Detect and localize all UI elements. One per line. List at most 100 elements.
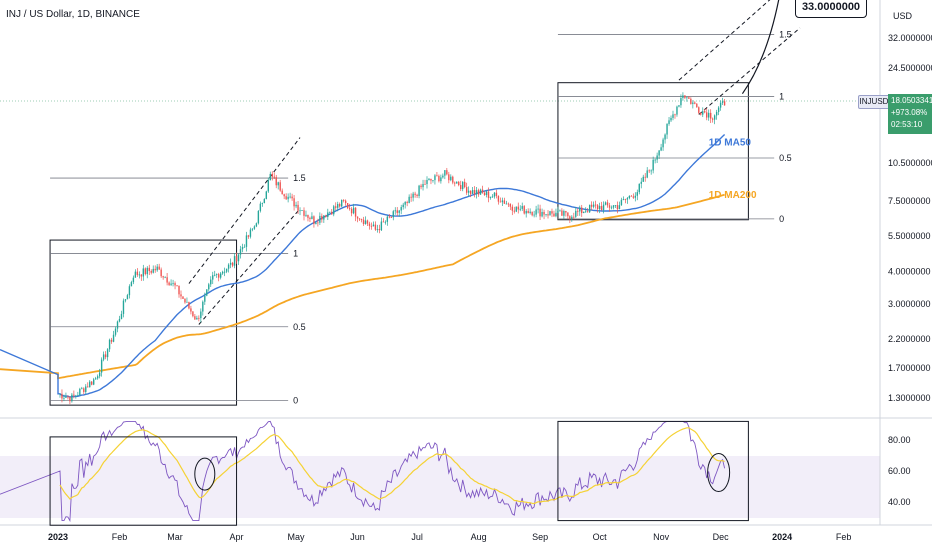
candle-body (692, 102, 694, 104)
candle-body (112, 334, 115, 342)
candle-body (606, 202, 609, 206)
candle-body (717, 107, 720, 112)
candle-body (555, 212, 557, 217)
candle-body (573, 216, 575, 218)
candle-body (176, 285, 178, 287)
rsi-signal-line (59, 427, 725, 505)
candle-body (473, 190, 476, 195)
candle-body (702, 111, 704, 115)
candle-body (670, 117, 672, 121)
candle-body (581, 207, 583, 214)
candle-body (233, 256, 236, 266)
candle-body (130, 282, 133, 287)
time-tick-label: Jul (411, 532, 423, 542)
candle-body (180, 294, 182, 297)
candle-body (295, 204, 297, 207)
candle-body (420, 185, 422, 188)
candle-body (291, 196, 293, 199)
candle-body (614, 205, 617, 206)
candle-body (79, 388, 81, 396)
candle-body (265, 191, 268, 199)
candle-body (434, 175, 436, 181)
candle-body (190, 308, 192, 312)
candle-body (247, 235, 250, 237)
candle-body (711, 118, 714, 120)
candle-body (348, 208, 351, 209)
candle-body (96, 376, 99, 379)
candle-body (281, 190, 283, 195)
candle-body (513, 210, 515, 212)
rsi-circle (707, 453, 731, 493)
price-tick-label: 5.5000000 (888, 231, 931, 241)
time-tick-label: Apr (230, 532, 244, 542)
candle-body (642, 176, 644, 182)
candle-body (134, 271, 137, 278)
candle-body (388, 216, 391, 218)
candle-body (93, 379, 95, 385)
channel-line (698, 27, 801, 115)
candle-body (561, 210, 563, 216)
candle-body (100, 359, 103, 373)
candle-body (479, 189, 482, 195)
candle-body (184, 298, 186, 303)
candle-body (94, 378, 97, 380)
fib-level-label: 1.5 (293, 173, 306, 183)
candle-body (98, 372, 101, 377)
candle-body (495, 192, 498, 197)
time-tick-label: Sep (532, 532, 548, 542)
candle-body (85, 386, 87, 392)
candle-body (267, 180, 269, 192)
rsi-circle (194, 457, 216, 491)
candle-body (241, 247, 244, 250)
candle-body (259, 203, 262, 211)
candle-body (378, 229, 381, 231)
channel-line (198, 208, 301, 325)
candle-body (289, 196, 291, 198)
candle-body (386, 216, 389, 222)
currency-label: USD (893, 11, 913, 21)
candle-body (138, 274, 141, 276)
candle-body (118, 318, 121, 322)
candle-body (440, 177, 442, 182)
candle-body (200, 311, 202, 319)
candle-body (487, 191, 490, 198)
candle-body (402, 204, 404, 208)
candle-body (477, 190, 480, 195)
candle-body (553, 213, 555, 217)
candle-body (594, 204, 597, 206)
candle-body (529, 211, 531, 213)
chart-title: INJ / US Dollar, 1D, BINANCE (6, 9, 140, 20)
candle-body (340, 199, 343, 207)
candle-body (452, 176, 454, 183)
candle-body (277, 182, 279, 186)
candle-body (418, 185, 420, 196)
channel-line (678, 0, 771, 81)
candle-body (152, 268, 154, 273)
candle-body (178, 285, 180, 295)
candle-body (723, 101, 726, 106)
candle-body (537, 208, 539, 210)
candle-body (106, 349, 109, 358)
candle-body (503, 200, 506, 204)
candle-body (588, 204, 591, 213)
candle-body (511, 206, 514, 211)
candle-body (672, 114, 674, 118)
time-tick-label: Oct (593, 532, 608, 542)
ma200-line (0, 193, 725, 380)
candle-body (674, 114, 676, 116)
candle-body (166, 277, 168, 283)
candle-body (350, 208, 353, 214)
price-tick-label: 32.0000000 (888, 33, 932, 43)
candle-body (83, 388, 85, 392)
candle-body (398, 210, 400, 213)
candle-body (148, 267, 150, 272)
candle-body (715, 111, 718, 116)
price-tick-label: 24.5000000 (888, 63, 932, 73)
candle-body (624, 199, 627, 200)
candle-body (640, 181, 642, 184)
candle-body (644, 176, 646, 178)
candle-body (346, 203, 349, 209)
candle-body (438, 175, 440, 182)
candle-body (509, 203, 512, 207)
